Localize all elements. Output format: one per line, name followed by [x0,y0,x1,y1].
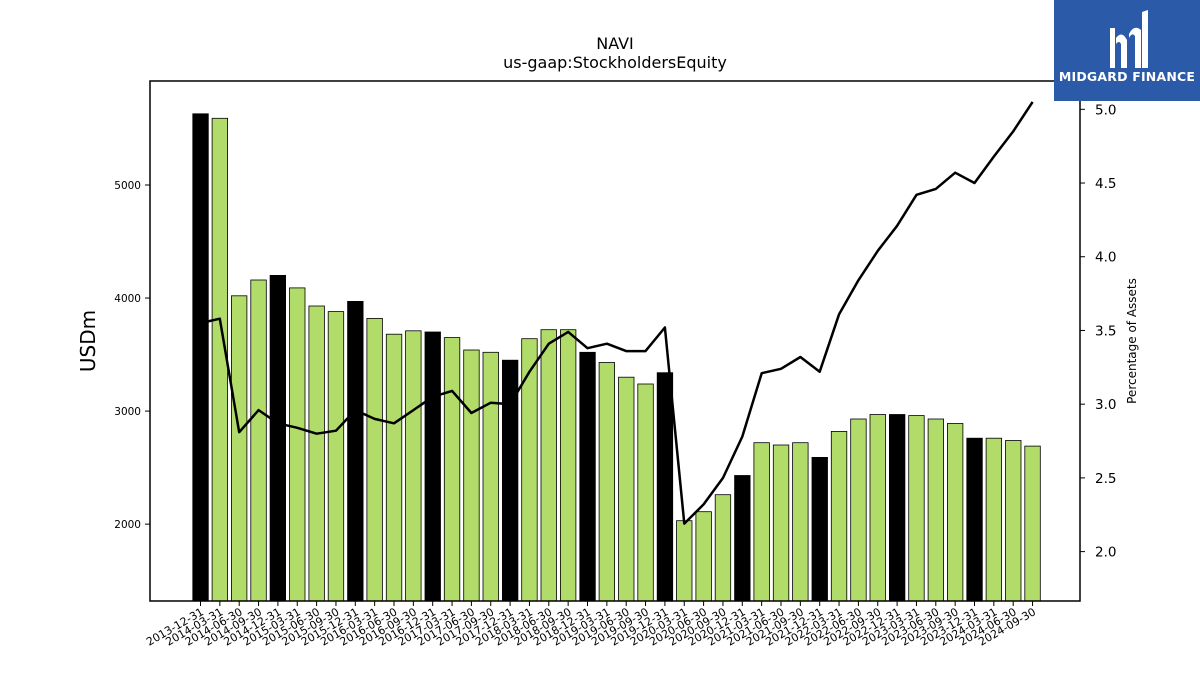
y2-axis-label: Percentage of Assets [1125,278,1139,404]
bar [927,418,944,602]
y2-tick-label: 3.5 [1095,323,1116,339]
bar [211,117,229,602]
bar [637,383,654,602]
y2-tick-label: 4.5 [1095,176,1116,192]
bar [443,337,461,602]
bar [947,423,964,602]
bar [618,376,635,602]
y2-tick-label: 4.0 [1095,250,1116,266]
bar [482,351,499,602]
bar [327,311,345,602]
bar [714,494,732,602]
bar [192,113,209,602]
y-tick-label: 2000 [114,519,141,531]
y-tick-label: 4000 [114,293,141,305]
bar [772,444,790,602]
bar [250,279,267,602]
bar [366,317,383,602]
bar [347,300,364,602]
bar [889,414,906,602]
bar [695,511,712,602]
bar [230,295,248,602]
bar [792,442,809,602]
y-tick-label: 3000 [114,406,141,418]
midgard-logo-icon [1110,10,1148,68]
bar [579,351,596,602]
bar [753,442,770,602]
bar [385,333,403,602]
bar [463,349,480,602]
bar [424,331,441,602]
bar [908,415,925,602]
bar [1005,440,1022,602]
bar [966,437,983,602]
plot-frame [149,80,1081,602]
bar [269,274,287,602]
bar-series [192,113,1041,602]
brand-logo: MIDGARD FINANCE [1054,0,1200,101]
bar [811,456,828,602]
y2-tick-label: 2.5 [1095,471,1116,487]
bar [1024,445,1041,602]
bar [734,475,751,602]
bar [560,329,577,602]
percentage-line [200,101,1034,525]
bar [308,305,325,602]
bar [985,437,1002,602]
bar [289,287,306,602]
y-tick-label: 5000 [114,180,141,192]
bar [850,418,867,602]
y-axis-label: USDm [76,310,100,372]
bar [676,520,693,602]
bar [598,362,615,602]
y2-tick-label: 2.0 [1095,545,1116,561]
y2-tick-label: 3.0 [1095,397,1116,413]
y2-tick-label: 5.0 [1095,102,1116,118]
bar [405,330,422,602]
bar [869,414,886,602]
bar [656,372,674,602]
bar [830,430,848,602]
chart-title: NAVI [596,34,634,53]
chart-subtitle: us-gaap:StockholdersEquity [503,53,727,72]
bar [521,338,538,602]
bar [540,329,557,602]
logo-text: MIDGARD FINANCE [1058,69,1196,84]
line-series [200,101,1034,525]
